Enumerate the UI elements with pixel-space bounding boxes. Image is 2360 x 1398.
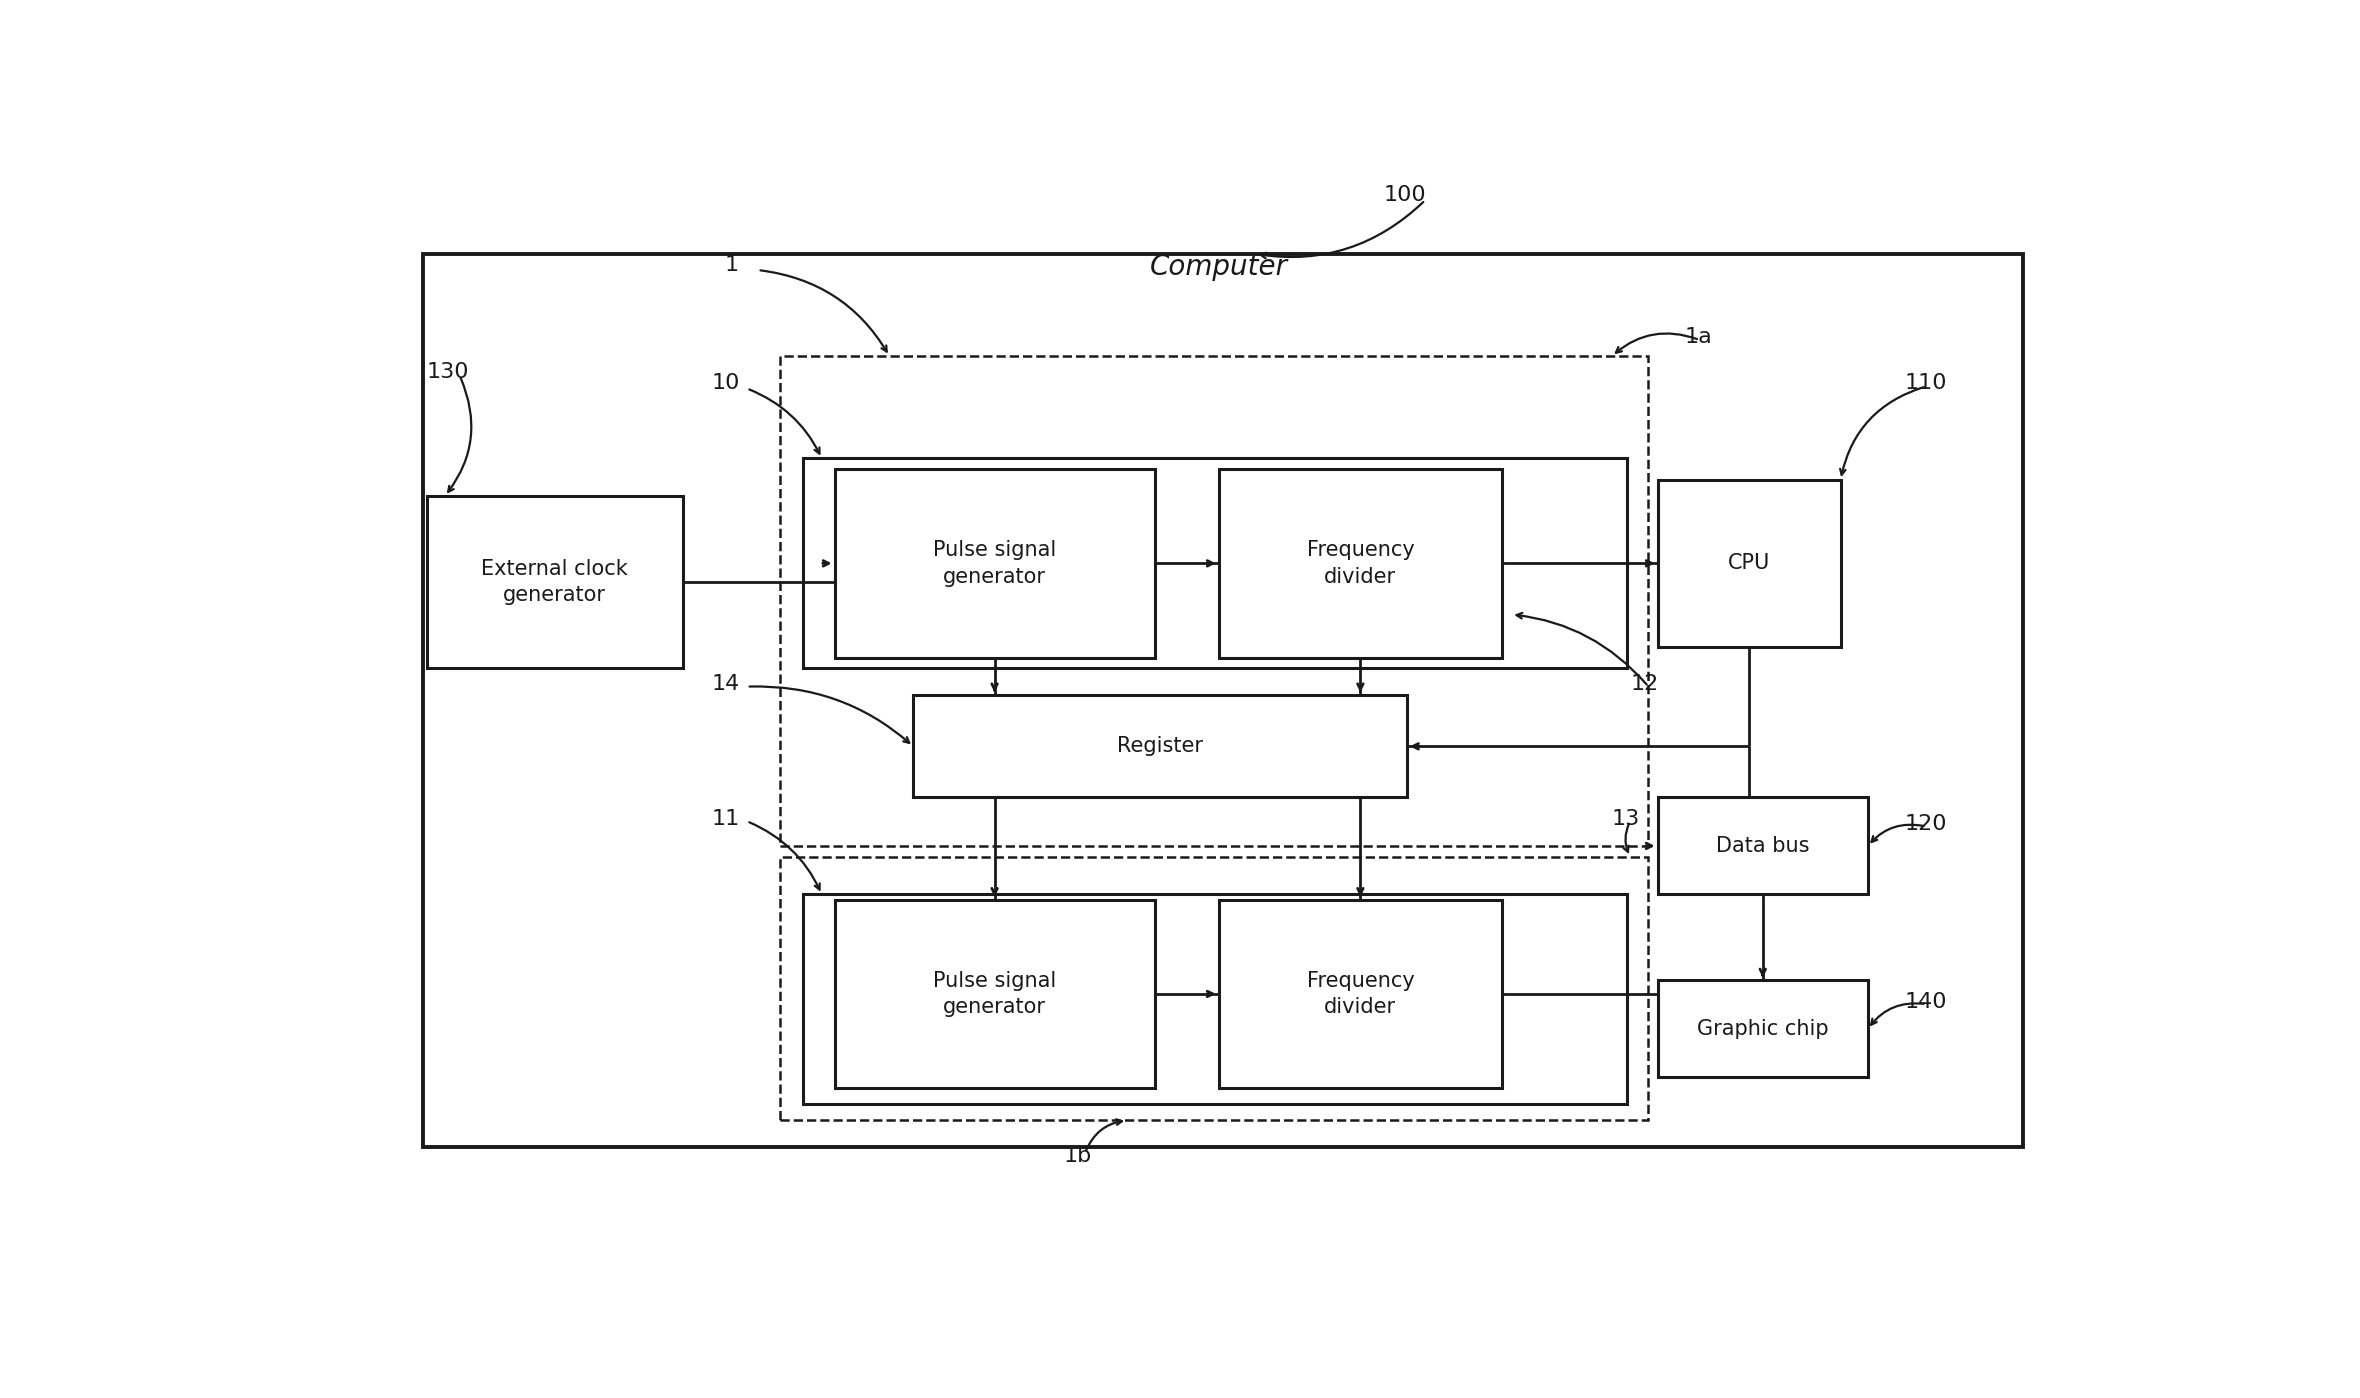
- Bar: [779, 356, 1647, 846]
- Bar: [1657, 797, 1869, 895]
- Bar: [913, 695, 1407, 797]
- Bar: [1657, 480, 1841, 647]
- Text: 14: 14: [713, 674, 741, 695]
- Text: 100: 100: [1383, 185, 1425, 204]
- Bar: [422, 254, 2023, 1148]
- Text: 1a: 1a: [1685, 327, 1713, 347]
- Text: 10: 10: [713, 373, 741, 393]
- Bar: [802, 459, 1626, 668]
- Text: 1: 1: [725, 254, 739, 274]
- Text: 120: 120: [1905, 815, 1947, 835]
- Bar: [835, 900, 1154, 1088]
- Text: Graphic chip: Graphic chip: [1697, 1019, 1829, 1039]
- Bar: [779, 857, 1647, 1120]
- Bar: [1218, 470, 1503, 657]
- Bar: [1657, 980, 1869, 1078]
- Text: Pulse signal
generator: Pulse signal generator: [932, 540, 1057, 587]
- Text: Frequency
divider: Frequency divider: [1307, 970, 1414, 1018]
- Text: Computer: Computer: [1149, 253, 1289, 281]
- Text: CPU: CPU: [1728, 554, 1770, 573]
- Text: 12: 12: [1631, 674, 1659, 695]
- Text: 130: 130: [427, 362, 470, 382]
- Text: 140: 140: [1905, 993, 1947, 1012]
- Bar: [1218, 900, 1503, 1088]
- Text: External clock
generator: External clock generator: [481, 559, 628, 605]
- Text: Data bus: Data bus: [1716, 836, 1810, 856]
- Text: 1b: 1b: [1062, 1146, 1090, 1166]
- Text: Register: Register: [1116, 737, 1204, 756]
- Bar: [802, 895, 1626, 1104]
- Text: 11: 11: [713, 809, 741, 829]
- Text: 110: 110: [1905, 373, 1947, 393]
- Text: 13: 13: [1612, 809, 1640, 829]
- Text: Frequency
divider: Frequency divider: [1307, 540, 1414, 587]
- Bar: [427, 496, 682, 668]
- Bar: [835, 470, 1154, 657]
- Text: Pulse signal
generator: Pulse signal generator: [932, 970, 1057, 1018]
